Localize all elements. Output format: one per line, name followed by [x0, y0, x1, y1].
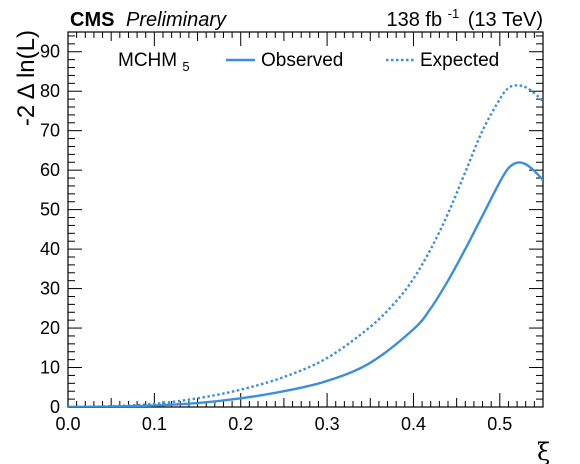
- y-tick-label: 90: [40, 42, 60, 62]
- y-tick-label: 10: [40, 358, 60, 378]
- model-label-subscript: 5: [182, 59, 189, 74]
- x-tick-label: 0.3: [315, 414, 340, 434]
- y-tick-label: 30: [40, 279, 60, 299]
- luminosity-label: 138 fb -1 (13 TeV): [386, 1, 543, 31]
- legend-observed-label: Observed: [261, 50, 343, 71]
- x-tick-label: 0.1: [142, 414, 167, 434]
- y-tick-label: 50: [40, 200, 60, 220]
- chart-header-left: CMS Preliminary: [70, 9, 227, 31]
- status-label: Preliminary: [126, 9, 227, 31]
- series-line-expected: [68, 84, 543, 407]
- x-tick-label: 0.2: [228, 414, 253, 434]
- axis-ticks: [67, 32, 544, 408]
- model-label: MCHM 5: [118, 50, 190, 74]
- plot-frame: [67, 31, 544, 408]
- series-layer: [68, 84, 543, 407]
- axis-tick-labels: 0.0 0.1 0.2 0.3 0.4 0.5 0 10 20 30 40 50 60 70 80 90: [40, 42, 512, 434]
- legend-expected-label: Expected: [420, 50, 499, 71]
- x-tick-label: 0.4: [401, 414, 426, 434]
- y-tick-label: 0: [50, 397, 60, 417]
- x-tick-label: 0.0: [55, 414, 80, 434]
- lumi-value: 138 fb: [386, 9, 442, 31]
- lumi-exponent: -1: [448, 6, 460, 21]
- y-tick-label: 80: [40, 81, 60, 101]
- series-line-observed: [68, 161, 543, 407]
- experiment-label: CMS: [70, 9, 114, 31]
- x-tick-label: 0.5: [487, 414, 512, 434]
- y-tick-label: 20: [40, 318, 60, 338]
- y-axis-title: -2 Δ ln(L): [13, 30, 40, 126]
- legend: MCHM 5 Observed Expected: [118, 50, 499, 74]
- model-label-text: MCHM: [118, 50, 177, 71]
- y-tick-label: 60: [40, 160, 60, 180]
- y-tick-label: 40: [40, 239, 60, 259]
- energy-label: (13 TeV): [468, 9, 543, 31]
- x-axis-title: ξ: [537, 438, 550, 464]
- y-tick-label: 70: [40, 121, 60, 141]
